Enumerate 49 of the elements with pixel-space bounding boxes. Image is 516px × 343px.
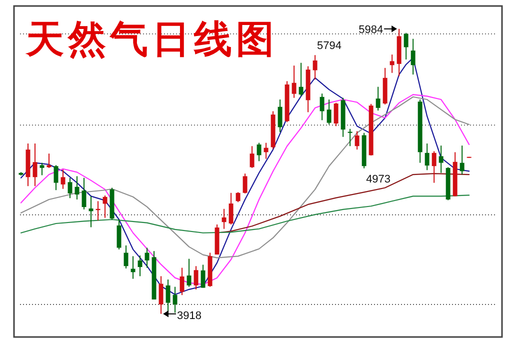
- candlestick: [404, 32, 408, 60]
- candlestick: [298, 62, 304, 97]
- candlestick: [172, 286, 178, 314]
- candlestick: [186, 258, 192, 288]
- candlestick: [82, 177, 86, 210]
- candlestick: [390, 54, 394, 74]
- candlestick: [88, 196, 94, 228]
- candlestick: [438, 145, 444, 174]
- candlestick: [256, 142, 262, 162]
- candlestick: [40, 162, 44, 176]
- candlestick: [60, 169, 66, 190]
- candlestick: [116, 218, 122, 250]
- candlestick: [102, 194, 108, 218]
- candlestick: [320, 93, 324, 121]
- candlestick: [242, 173, 248, 194]
- candlestick: [200, 264, 206, 288]
- candlestick: [410, 38, 416, 76]
- candlestick: [228, 192, 234, 225]
- candlestick: [130, 256, 136, 280]
- candlestick: [326, 99, 332, 125]
- candlestick: [376, 86, 380, 112]
- candlestick: [138, 254, 142, 277]
- annotation: 4973: [366, 173, 391, 186]
- annotation: 5984: [358, 24, 384, 36]
- candlestick: [264, 142, 268, 160]
- candlestick: [354, 130, 360, 150]
- candlestick: [348, 128, 352, 147]
- candlestick: [278, 99, 282, 133]
- candlestick: [74, 176, 80, 200]
- candlestick: [166, 278, 170, 312]
- candlestick: [144, 247, 150, 268]
- candlestick: [180, 267, 184, 296]
- annotation: 5794: [317, 40, 342, 52]
- candlestick: [236, 192, 240, 203]
- candlestick: [250, 146, 254, 168]
- candlestick: [432, 150, 436, 184]
- candlestick: [158, 276, 164, 314]
- candlestick: [54, 164, 58, 191]
- annotation: 3918: [177, 310, 202, 322]
- candlestick: [312, 54, 318, 80]
- candlestick: [124, 244, 128, 269]
- candlestick: [68, 177, 72, 199]
- candlestick: [222, 208, 226, 230]
- candlestick: [194, 266, 198, 290]
- candlestick: [424, 143, 430, 171]
- chart-title: 天然气日线图: [25, 16, 278, 61]
- candlestick: [334, 102, 338, 127]
- candlestick: [292, 65, 296, 98]
- candlestick: [460, 145, 464, 176]
